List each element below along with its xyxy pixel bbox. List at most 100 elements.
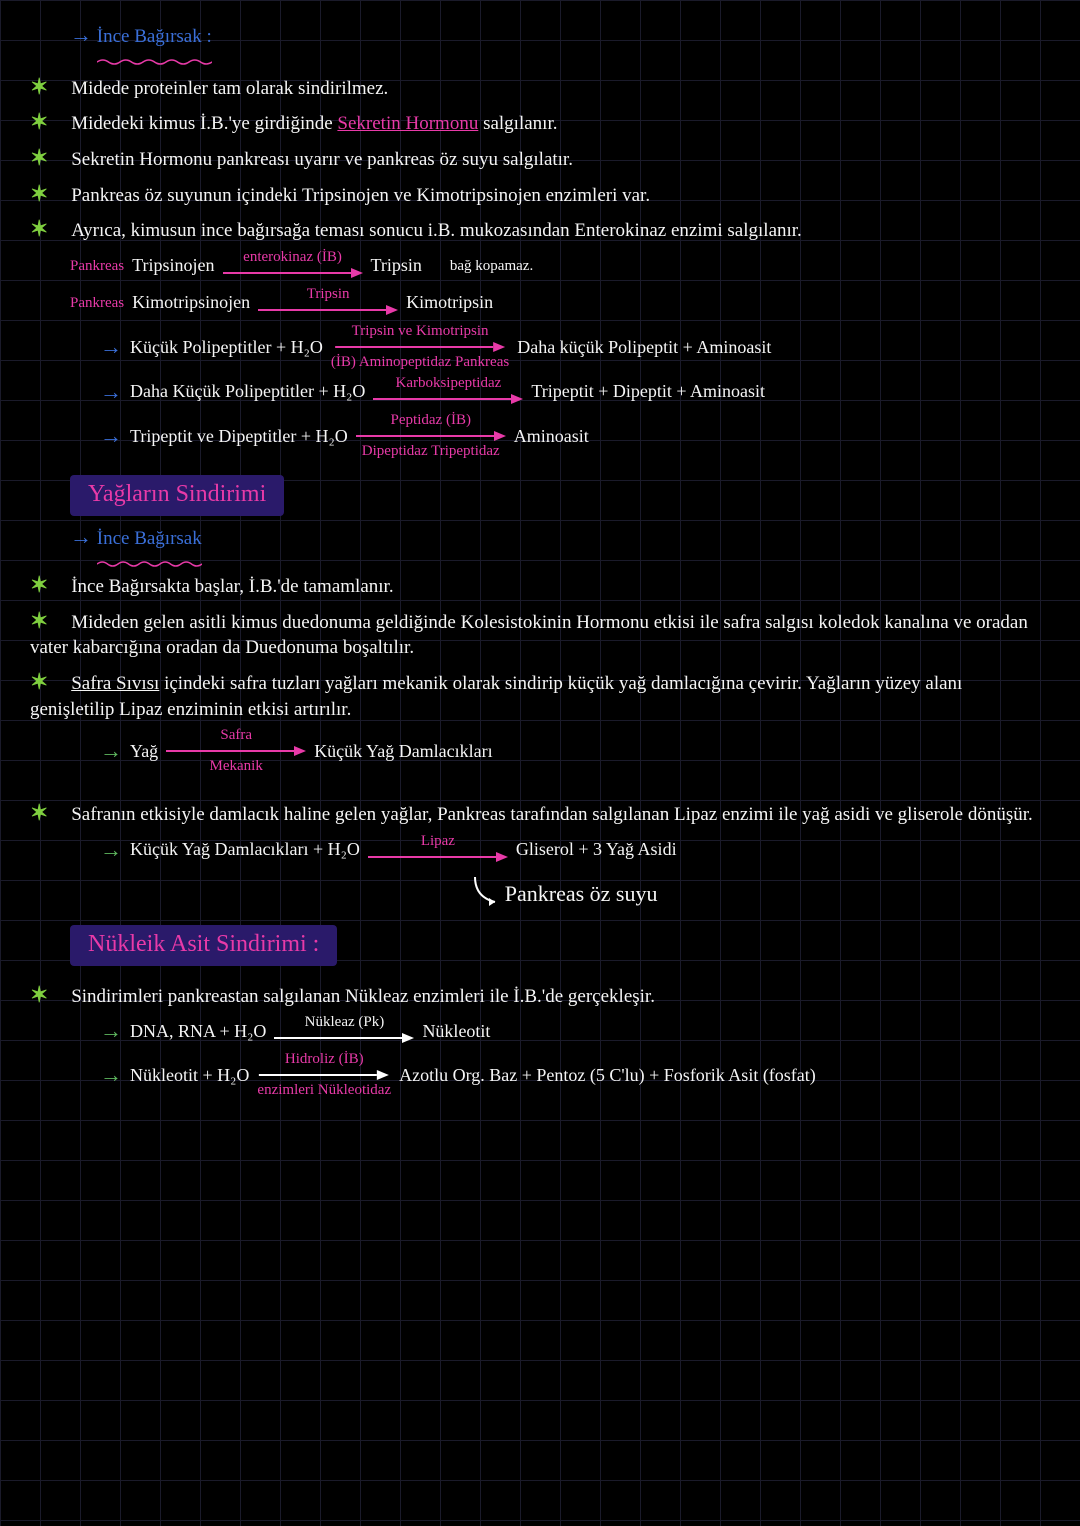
star-icon: ✶ [30, 109, 48, 134]
arrow-top-label: Hidroliz (İB) [285, 1052, 364, 1067]
reaction-arrow-icon: Peptidaz (İB) Dipeptidaz Tripeptidaz [356, 413, 506, 459]
bullet: ✶ Midede proteinler tam olarak sindirilm… [30, 72, 1050, 102]
star-icon: ✶ [30, 982, 48, 1007]
bullet: ✶ Pankreas öz suyunun içindeki Tripsinoj… [30, 179, 1050, 209]
reaction-arrow-icon: Karboksipeptidaz [373, 376, 523, 407]
reaction-arrow-icon: Lipaz [368, 834, 508, 865]
rxn-lhs: Küçük Polipeptitler + H₂O [130, 335, 323, 359]
rxn-rhs: Küçük Yağ Damlacıkları [314, 739, 492, 763]
rxn-rhs: Azotlu Org. Baz + Pentoz (5 C'lu) + Fosf… [399, 1063, 816, 1087]
rxn-lhs: Nükleotit + H₂O [130, 1063, 249, 1087]
arrow-top-label: Karboksipeptidaz [395, 376, 501, 391]
reaction-row: → Tripeptit ve Dipeptitler + H₂O Peptida… [30, 413, 1050, 459]
arrow-top-label: enterokinaz (İB) [243, 250, 342, 265]
bullet-text: salgılanır. [483, 113, 557, 134]
bullet: ✶ İnce Bağırsakta başlar, İ.B.'de tamaml… [30, 570, 1050, 600]
rxn-rhs: Aminoasit [514, 424, 589, 448]
section-title-box: Nükleik Asit Sindirimi : [70, 925, 337, 966]
heading-ince-bagirsak-1: → İnce Bağırsak : [30, 20, 1050, 50]
arrow-icon: → [100, 835, 122, 865]
rxn-lhs: Tripeptit ve Dipeptitler + H₂O [130, 424, 348, 448]
highlight-text: Safra Sıvısı [71, 673, 159, 694]
reaction-row: → Yağ Safra Mekanik Küçük Yağ Damlacıkla… [30, 728, 1050, 774]
reaction-arrow-icon: enterokinaz (İB) [223, 250, 363, 281]
bullet-text: Safranın etkisiyle damlacık haline gelen… [71, 804, 1033, 825]
section-title: Yağların Sindirimi [88, 481, 266, 507]
heading-text: İnce Bağırsak [97, 528, 202, 549]
bullet-text: Pankreas öz suyunun içindeki Tripsinojen… [71, 185, 650, 206]
rxn-rhs: Daha küçük Polipeptit + Aminoasit [517, 335, 771, 359]
bullet: ✶ Sindirimleri pankreastan salgılanan Nü… [30, 980, 1050, 1010]
arrow-top-label: Tripsin [307, 287, 350, 302]
bullet-text: İnce Bağırsakta başlar, İ.B.'de tamamlan… [71, 576, 393, 597]
arrow-icon: → [100, 736, 122, 766]
star-icon: ✶ [30, 181, 48, 206]
bullet: ✶ Midedeki kimus İ.B.'ye girdiğinde Sekr… [30, 107, 1050, 137]
reaction-row: → Küçük Yağ Damlacıkları + H₂O Lipaz Gli… [30, 834, 1050, 865]
reaction-arrow-icon: Nükleaz (Pk) [274, 1015, 414, 1046]
highlight-text: Sekretin Hormonu [337, 113, 478, 134]
bullet-text: Midedeki kimus İ.B.'ye girdiğinde [71, 113, 337, 134]
star-icon: ✶ [30, 216, 48, 241]
bullet-text: Midede proteinler tam olarak sindirilmez… [71, 78, 388, 99]
star-icon: ✶ [30, 572, 48, 597]
bullet-text: Ayrıca, kimusun ince bağırsağa teması so… [71, 220, 802, 241]
reaction-arrow-icon: Hidroliz (İB) enzimleri Nükleotidaz [257, 1052, 391, 1098]
star-icon: ✶ [30, 145, 48, 170]
arrow-top-label: Peptidaz (İB) [391, 413, 471, 428]
arrow-icon: → [100, 421, 122, 451]
rxn-lhs: Küçük Yağ Damlacıkları + H₂O [130, 837, 360, 861]
bullet: ✶ Safranın etkisiyle damlacık haline gel… [30, 798, 1050, 828]
reaction-arrow-icon: Tripsin [258, 287, 398, 318]
source-tag: Pankreas [70, 256, 124, 276]
arrow-icon: → [100, 1016, 122, 1046]
bullet: ✶ Ayrıca, kimusun ince bağırsağa teması … [30, 214, 1050, 244]
heading-ince-bagirsak-2: → İnce Bağırsak [30, 522, 1050, 552]
reaction-row: → Daha Küçük Polipeptitler + H₂O Karboks… [30, 376, 1050, 407]
reaction-arrow-icon: Tripsin ve Kimotripsin (İB) Aminopeptida… [331, 324, 509, 370]
rxn-lhs: Kimotripsinojen [132, 290, 250, 314]
star-icon: ✶ [30, 800, 48, 825]
arrow-icon: → [100, 1060, 122, 1090]
rxn-lhs: Daha Küçük Polipeptitler + H₂O [130, 379, 365, 403]
reaction-row: Pankreas Kimotripsinojen Tripsin Kimotri… [30, 287, 1050, 318]
arrow-icon: → [100, 332, 122, 362]
rxn-rhs: Gliserol + 3 Yağ Asidi [516, 837, 677, 861]
rxn-rhs: Tripsin [371, 253, 422, 277]
reaction-row: → Nükleotit + H₂O Hidroliz (İB) enzimler… [30, 1052, 1050, 1098]
bullet-text: Mideden gelen asitli kimus duedonuma gel… [30, 612, 1028, 659]
wavy-underline-icon [97, 550, 202, 558]
arrow-bot-label: (İB) Aminopeptidaz Pankreas [331, 355, 509, 370]
star-icon: ✶ [30, 669, 48, 694]
bullet: ✶ Safra Sıvısı içindeki safra tuzları ya… [30, 667, 1050, 722]
reaction-row: → Küçük Polipeptitler + H₂O Tripsin ve K… [30, 324, 1050, 370]
arrow-icon: → [70, 22, 92, 47]
reaction-row: → DNA, RNA + H₂O Nükleaz (Pk) Nükleotit [30, 1015, 1050, 1046]
bullet: ✶ Sekretin Hormonu pankreası uyarır ve p… [30, 143, 1050, 173]
rxn-rhs: Kimotripsin [406, 290, 493, 314]
star-icon: ✶ [30, 74, 48, 99]
star-icon: ✶ [30, 608, 48, 633]
rxn-lhs: Yağ [130, 739, 158, 763]
bullet: ✶ Mideden gelen asitli kimus duedonuma g… [30, 606, 1050, 661]
arrow-top-label: Tripsin ve Kimotripsin [352, 324, 489, 339]
wavy-underline-icon [97, 48, 212, 56]
section-title-box: Yağların Sindirimi [70, 475, 284, 516]
rxn-lhs: DNA, RNA + H₂O [130, 1019, 266, 1043]
arrow-icon: → [70, 524, 92, 549]
arrow-top-label: Lipaz [421, 834, 455, 849]
bullet-text: Sindirimleri pankreastan salgılanan Nükl… [71, 986, 655, 1007]
bullet-text: Sekretin Hormonu pankreası uyarır ve pan… [71, 149, 573, 170]
rxn-rhs: Nükleotit [422, 1019, 490, 1043]
arrow-top-label: Nükleaz (Pk) [305, 1015, 385, 1030]
section-title: Nükleik Asit Sindirimi : [88, 931, 319, 957]
arrow-bot-label: enzimleri Nükleotidaz [257, 1083, 391, 1098]
arrow-icon: → [100, 377, 122, 407]
source-tag: Pankreas [70, 293, 124, 313]
reaction-arrow-icon: Safra Mekanik [166, 728, 306, 774]
note: bağ kopamaz. [450, 256, 533, 276]
rxn-lhs: Tripsinojen [132, 253, 214, 277]
bullet-text: içindeki safra tuzları yağları mekanik o… [30, 673, 962, 720]
curved-arrow-icon [470, 877, 500, 915]
arrow-bot-label: Dipeptidaz Tripeptidaz [362, 444, 500, 459]
